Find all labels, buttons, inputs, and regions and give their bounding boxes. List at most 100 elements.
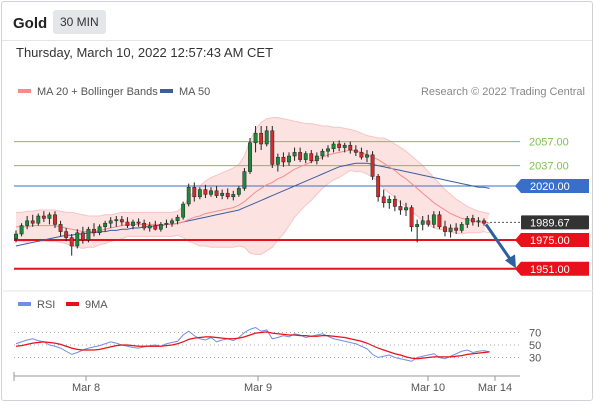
candle-body	[320, 150, 325, 157]
candle-body	[186, 186, 191, 205]
candle-body	[19, 225, 24, 235]
resistance-label-1: 2037.00	[529, 161, 569, 173]
candle-body	[465, 218, 470, 225]
candle-body	[309, 153, 314, 162]
candle-body	[158, 224, 163, 230]
pivot-label-2: 2020.00	[530, 181, 570, 193]
support-badge-4	[515, 233, 589, 247]
candle-body	[298, 152, 303, 160]
candle-body	[147, 225, 152, 229]
forecast-arrow-head	[505, 254, 516, 269]
candle-body	[387, 198, 392, 204]
candle-body	[203, 189, 208, 195]
timeframe-button[interactable]: 30 MIN	[53, 10, 106, 34]
candle-body	[365, 154, 369, 158]
candle-body	[114, 219, 119, 222]
x-tick-label-0: Mar 8	[72, 382, 100, 394]
x-tick-label-2: Mar 10	[411, 382, 445, 394]
candle-body	[376, 176, 381, 198]
support-label-4: 1975.00	[530, 235, 570, 247]
candle-body	[231, 194, 236, 198]
candle-body	[69, 237, 74, 247]
candle-body	[287, 155, 291, 163]
candle-body	[220, 192, 225, 196]
candle-body	[75, 232, 80, 247]
candle-body	[303, 153, 308, 160]
candle-body	[131, 221, 135, 226]
rsi-legend-swatch-1	[66, 302, 79, 306]
x-tick-label-1: Mar 9	[244, 382, 272, 394]
pivot-badge-2	[515, 179, 589, 193]
candle-body	[197, 189, 202, 198]
copyright-text: Research © 2022 Trading Central	[421, 86, 585, 98]
legend-label-0: MA 20 + Bollinger Bands	[37, 86, 158, 98]
candle-body	[404, 207, 408, 211]
header-bar: Gold 30 MIN	[2, 2, 592, 41]
candle-body	[337, 143, 342, 148]
candle-body	[482, 220, 486, 224]
candle-body	[92, 228, 96, 234]
candle-body	[41, 215, 46, 219]
rsi-legend-label-1: 9MA	[85, 299, 108, 311]
candle-body	[392, 198, 397, 207]
candle-body	[192, 186, 197, 198]
x-tick-label-3: Mar 14	[478, 382, 512, 394]
support-badge-5	[515, 261, 589, 276]
candle-body	[97, 226, 102, 234]
candle-body	[248, 142, 252, 172]
rsi-line	[15, 326, 490, 362]
candle-body	[103, 222, 108, 228]
candle-body	[448, 227, 453, 232]
candle-body	[370, 154, 375, 177]
candle-body	[58, 224, 63, 232]
candle-body	[275, 156, 280, 165]
candle-body	[164, 222, 169, 225]
candle-body	[270, 130, 275, 165]
candle-body	[214, 190, 219, 196]
candle-body	[209, 190, 213, 195]
last-price-label: 1989.67	[530, 217, 570, 229]
bollinger-upper-line	[16, 117, 490, 217]
candle-body	[242, 171, 247, 189]
legend-label-1: MA 50	[179, 86, 210, 98]
candle-body	[125, 221, 130, 226]
candle-body	[136, 221, 141, 224]
candle-body	[359, 152, 364, 158]
candle-body	[437, 214, 442, 228]
candle-body	[470, 218, 475, 223]
rsi-tick-50: 50	[529, 340, 541, 352]
candle-body	[353, 149, 358, 153]
legend-swatch-1	[160, 89, 173, 93]
candle-body	[342, 144, 347, 148]
candle-body	[64, 231, 69, 238]
candle-body	[326, 148, 330, 152]
candle-body	[292, 152, 297, 157]
candle-body	[142, 222, 147, 229]
candle-body	[259, 132, 264, 145]
forecast-arrow-shaft	[484, 223, 513, 262]
timestamp: Thursday, March 10, 2022 12:57:43 AM CET	[16, 45, 274, 60]
candle-body	[14, 233, 18, 240]
candle-body	[443, 226, 447, 232]
candle-body	[53, 214, 57, 225]
candle-body	[420, 220, 425, 225]
candle-body	[431, 214, 436, 225]
candle-body	[415, 224, 420, 228]
resistance-label-0: 2057.00	[529, 137, 569, 149]
candle-body	[86, 228, 91, 241]
candle-body	[398, 206, 403, 211]
candle-body	[108, 220, 113, 224]
candle-body	[170, 220, 174, 224]
candle-body	[236, 188, 241, 195]
candle-body	[153, 225, 158, 230]
candle-body	[30, 220, 35, 224]
candle-body	[459, 224, 464, 231]
candle-body	[476, 220, 481, 223]
candle-body	[36, 215, 41, 224]
candle-body	[314, 155, 319, 162]
rsi-tick-70: 70	[529, 328, 541, 340]
legend-swatch-0	[18, 89, 31, 93]
candle-body	[331, 143, 336, 150]
rsi-ma-line	[15, 331, 490, 360]
